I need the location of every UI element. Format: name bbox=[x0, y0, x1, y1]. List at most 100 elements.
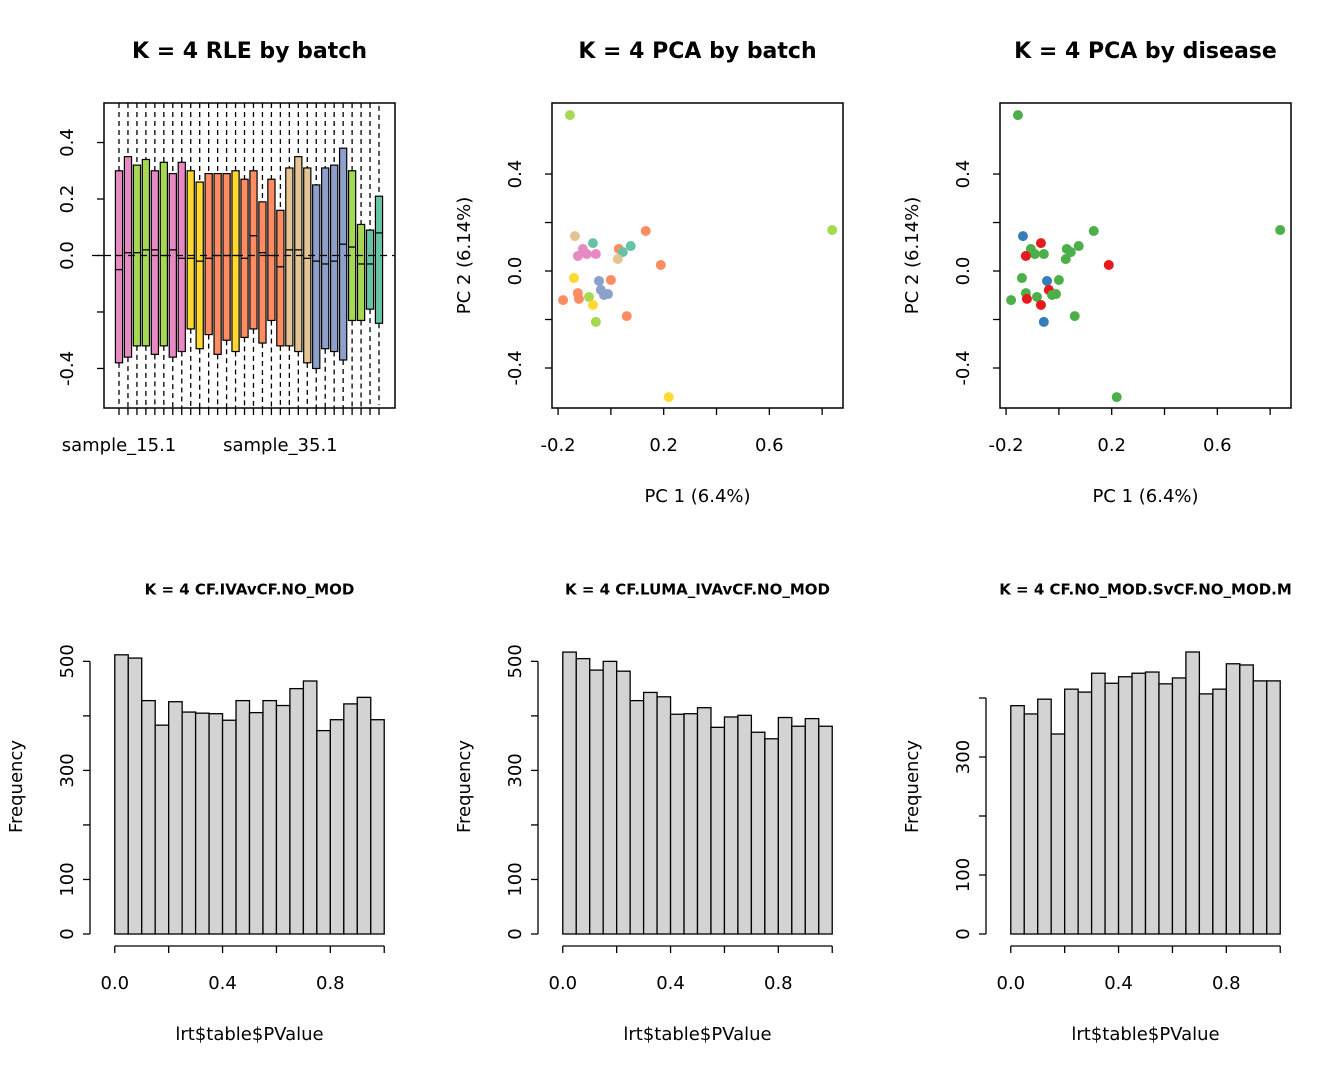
bar bbox=[1158, 683, 1174, 935]
chart-title: K = 4 CF.NO_MOD.SvCF.NO_MOD.M bbox=[999, 581, 1292, 599]
point bbox=[587, 299, 598, 310]
point bbox=[573, 293, 584, 304]
point bbox=[1060, 254, 1071, 265]
bar bbox=[154, 724, 170, 935]
bar bbox=[710, 726, 726, 935]
y-tick-label: 100 bbox=[953, 858, 974, 892]
y-tick-label: 0 bbox=[57, 928, 78, 939]
bar bbox=[683, 713, 699, 935]
box bbox=[312, 184, 321, 370]
bar bbox=[1144, 671, 1160, 935]
y-tick-label: 0.4 bbox=[953, 160, 974, 189]
y-tick-label: 500 bbox=[505, 644, 526, 678]
box bbox=[159, 161, 169, 347]
x-tick-label: 0.8 bbox=[316, 973, 345, 994]
x-tick-label: 0.8 bbox=[764, 973, 793, 994]
bar bbox=[1185, 651, 1201, 935]
y-tick-label: 300 bbox=[505, 753, 526, 787]
bar bbox=[818, 725, 833, 935]
chart-title: K = 4 CF.LUMA_IVAvCF.NO_MOD bbox=[565, 581, 830, 599]
chart-title: K = 4 CF.IVAvCF.NO_MOD bbox=[145, 581, 355, 599]
y-tick-label: 300 bbox=[57, 753, 78, 787]
bar bbox=[1198, 693, 1214, 935]
bar bbox=[1037, 698, 1052, 935]
box bbox=[276, 209, 285, 347]
x-tick-label: 0.2 bbox=[1097, 435, 1126, 456]
point bbox=[617, 247, 628, 258]
bar bbox=[589, 669, 604, 935]
bar bbox=[168, 701, 183, 935]
y-tick-label: -0.4 bbox=[57, 351, 78, 386]
bar bbox=[1239, 664, 1254, 935]
point bbox=[564, 110, 575, 121]
y-tick-label: 0.4 bbox=[505, 160, 526, 189]
point bbox=[1016, 273, 1027, 284]
point bbox=[1065, 247, 1076, 258]
x-axis-label: PC 1 (6.4%) bbox=[644, 486, 750, 507]
y-tick-label: 300 bbox=[953, 740, 974, 774]
point bbox=[827, 225, 838, 236]
bar bbox=[262, 699, 278, 935]
y-axis-label: Frequency bbox=[902, 740, 923, 833]
bar bbox=[343, 703, 358, 935]
y-tick-label: 0 bbox=[953, 928, 974, 939]
bar bbox=[669, 713, 685, 935]
point bbox=[1103, 259, 1114, 270]
bar bbox=[208, 713, 224, 935]
y-axis-label: Frequency bbox=[454, 740, 475, 833]
chart-title: K = 4 PCA by batch bbox=[578, 39, 816, 64]
bar bbox=[1225, 663, 1241, 935]
point bbox=[1042, 275, 1053, 286]
point bbox=[1050, 289, 1061, 300]
point bbox=[572, 250, 583, 261]
point bbox=[605, 274, 616, 285]
box bbox=[177, 161, 186, 353]
x-tick-label: sample_35.1 bbox=[223, 435, 338, 456]
bar bbox=[764, 738, 779, 935]
x-tick-label: 0.4 bbox=[656, 973, 685, 994]
x-axis-label: lrt$table$PValue bbox=[175, 1024, 323, 1045]
point bbox=[625, 241, 636, 252]
bar bbox=[1077, 691, 1093, 935]
y-tick-label: 0.2 bbox=[57, 185, 78, 214]
box bbox=[294, 156, 303, 353]
point bbox=[568, 273, 579, 284]
x-tick-label: 0.6 bbox=[1203, 435, 1232, 456]
y-axis-label: PC 2 (6.14%) bbox=[902, 197, 923, 315]
plot-frame bbox=[551, 102, 844, 409]
bar bbox=[114, 654, 129, 935]
box bbox=[303, 167, 312, 364]
y-tick-label: 0.0 bbox=[57, 241, 78, 270]
x-tick-label: -0.2 bbox=[989, 435, 1024, 456]
box bbox=[321, 167, 330, 350]
point bbox=[1029, 249, 1040, 260]
bar bbox=[316, 729, 331, 935]
y-tick-label: 0.4 bbox=[57, 128, 78, 157]
box bbox=[365, 229, 375, 310]
point bbox=[655, 259, 666, 270]
bar bbox=[356, 696, 372, 935]
bar bbox=[696, 707, 712, 935]
bar bbox=[616, 670, 631, 935]
point bbox=[1012, 110, 1023, 121]
bar bbox=[1104, 682, 1120, 935]
bar bbox=[1064, 688, 1079, 935]
plot-frame bbox=[999, 102, 1292, 409]
bar bbox=[235, 699, 251, 935]
bar bbox=[629, 699, 645, 935]
chart-title: K = 4 PCA by disease bbox=[1014, 39, 1277, 64]
box bbox=[123, 156, 133, 358]
bar bbox=[1117, 676, 1133, 935]
bar bbox=[127, 657, 143, 935]
point bbox=[621, 311, 632, 322]
x-axis-label: PC 1 (6.4%) bbox=[1092, 486, 1198, 507]
box bbox=[222, 173, 231, 341]
x-axis-label: lrt$table$PValue bbox=[623, 1024, 771, 1045]
bar bbox=[575, 657, 591, 935]
bar bbox=[1023, 713, 1039, 935]
x-tick-label: 0.0 bbox=[996, 973, 1025, 994]
box bbox=[231, 170, 240, 353]
point bbox=[640, 226, 651, 237]
y-tick-label: 0.0 bbox=[953, 257, 974, 286]
